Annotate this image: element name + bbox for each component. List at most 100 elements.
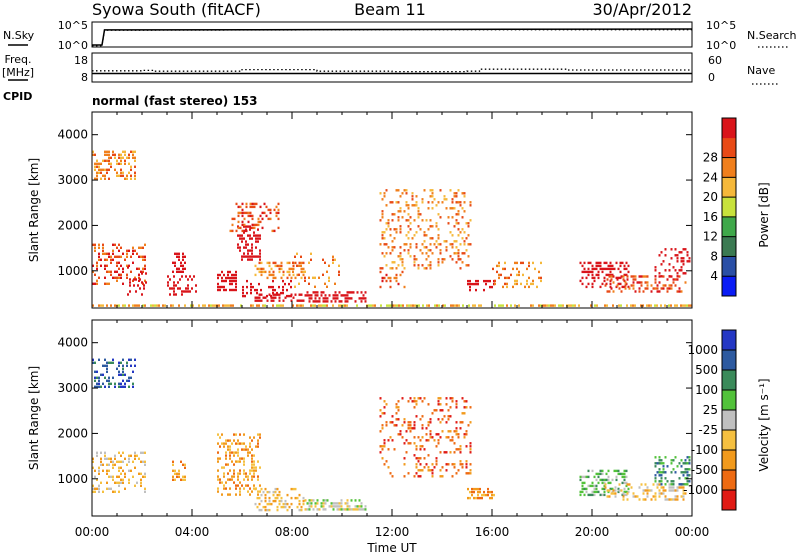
heatmap-cell — [413, 421, 416, 424]
heatmap-cell — [413, 258, 416, 261]
heatmap-cell — [118, 481, 120, 484]
heatmap-cell — [403, 189, 406, 192]
heatmap-cell — [217, 285, 219, 289]
heatmap-cell — [239, 205, 242, 209]
heatmap-cell — [266, 261, 269, 265]
heatmap-cell — [114, 481, 116, 484]
heatmap-cell — [459, 267, 462, 270]
heatmap-cell — [174, 252, 176, 255]
heatmap-cell — [176, 267, 178, 270]
heatmap-cell — [300, 299, 303, 302]
heatmap-cell — [413, 234, 416, 237]
heatmap-cell — [326, 304, 328, 307]
heatmap-cell — [94, 246, 96, 249]
heatmap-cell — [249, 237, 251, 240]
heatmap-cell — [98, 258, 100, 261]
heatmap-cell — [453, 207, 456, 210]
heatmap-cell — [135, 278, 137, 281]
heatmap-cell — [98, 469, 100, 472]
heatmap-cell — [257, 255, 259, 258]
heatmap-cell — [280, 291, 282, 295]
heatmap-cell — [381, 445, 384, 448]
heatmap-cell — [100, 460, 102, 463]
heatmap-cell — [413, 264, 416, 267]
heatmap-cell — [249, 442, 251, 445]
heatmap-cell — [632, 287, 635, 290]
heatmap-cell — [256, 296, 259, 299]
heatmap-cell — [104, 258, 106, 261]
heatmap-cell — [221, 493, 223, 496]
heatmap-cell — [110, 261, 112, 264]
heatmap-cell — [124, 487, 126, 490]
heatmap-cell — [395, 403, 398, 406]
heatmap-cell — [308, 261, 310, 264]
heatmap-cell — [483, 490, 485, 494]
heatmap-cell — [102, 249, 104, 252]
heatmap-cell — [262, 304, 264, 307]
heatmap-cell — [241, 258, 243, 261]
heatmap-cell — [96, 162, 98, 165]
heatmap-cell — [664, 304, 666, 307]
heatmap-cell — [122, 171, 124, 174]
heatmap-cell — [413, 436, 416, 439]
heatmap-cell — [223, 466, 225, 469]
heatmap-cell — [108, 153, 110, 156]
heatmap-cell — [251, 226, 254, 230]
heatmap-cell — [278, 285, 280, 289]
heatmap-cell — [225, 288, 227, 292]
heatmap-cell — [658, 495, 661, 498]
heatmap-cell — [286, 493, 289, 497]
heatmap-cell — [251, 223, 254, 227]
heatmap-cell — [593, 475, 596, 479]
heatmap-cell — [437, 418, 440, 421]
heatmap-cell — [518, 304, 520, 307]
heatmap-cell — [415, 466, 418, 469]
heatmap-cell — [399, 210, 402, 213]
heatmap-cell — [130, 364, 132, 367]
heatmap-cell — [452, 304, 454, 307]
heatmap-cell — [127, 266, 129, 269]
heatmap-cell — [108, 159, 110, 162]
heatmap-cell — [622, 498, 625, 501]
heatmap-cell — [455, 448, 458, 451]
heatmap-cell — [104, 451, 106, 454]
heatmap-cell — [419, 397, 422, 400]
heatmap-cell — [644, 483, 647, 486]
time-tick-label: 04:00 — [175, 525, 210, 539]
heatmap-cell — [427, 454, 430, 457]
heatmap-cell — [249, 205, 252, 209]
heatmap-cell — [346, 502, 349, 505]
heatmap-cell — [437, 228, 440, 231]
heatmap-cell — [338, 508, 341, 511]
heatmap-cell — [250, 285, 252, 289]
heatmap-cell — [447, 222, 450, 225]
heatmap-cell — [96, 267, 98, 270]
heatmap-cell — [429, 189, 432, 192]
heatmap-cell — [340, 505, 343, 508]
heatmap-cell — [118, 490, 120, 493]
heatmap-cell — [316, 502, 319, 505]
heatmap-cell — [591, 276, 594, 280]
heatmap-cell — [421, 219, 424, 222]
heatmap-cell — [421, 243, 424, 246]
heatmap-cell — [455, 195, 458, 198]
heatmap-cell — [116, 246, 118, 249]
heatmap-cell — [278, 499, 281, 503]
heatmap-cell — [409, 216, 412, 219]
heatmap-cell — [682, 462, 685, 465]
heatmap-cell — [540, 279, 542, 283]
heatmap-cell — [141, 272, 143, 275]
heatmap-cell — [249, 451, 251, 454]
heatmap-cell — [185, 287, 187, 290]
heatmap-cell — [634, 275, 637, 278]
heatmap-cell — [112, 460, 114, 463]
heatmap-cell — [393, 448, 396, 451]
heatmap-cell — [413, 219, 416, 222]
heatmap-cell — [120, 156, 122, 159]
heatmap-cell — [120, 454, 122, 457]
heatmap-cell — [589, 484, 592, 488]
heatmap-cell — [231, 282, 233, 286]
heatmap-cell — [670, 480, 673, 483]
heatmap-cell — [451, 243, 454, 246]
heatmap-cell — [648, 304, 650, 307]
